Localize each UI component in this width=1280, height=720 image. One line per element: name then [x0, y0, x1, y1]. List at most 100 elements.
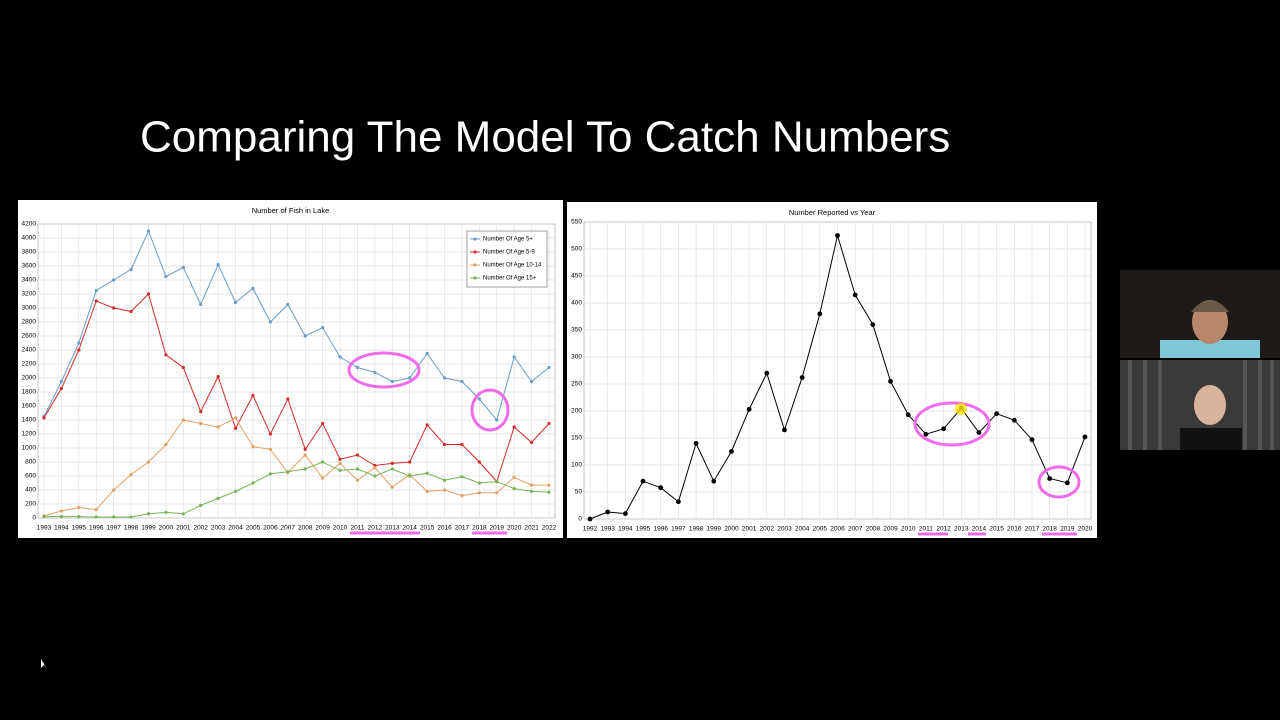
x-tick-label: 2006 [830, 526, 845, 533]
data-point [941, 426, 946, 432]
curtain [1128, 360, 1274, 450]
series-line [43, 417, 549, 517]
data-point [477, 481, 481, 485]
data-point [852, 292, 858, 298]
data-point [529, 379, 534, 384]
data-point [181, 512, 185, 516]
data-point [338, 355, 342, 359]
data-point [425, 351, 429, 356]
x-tick-label: 1998 [689, 526, 704, 533]
y-tick-label: 1800 [22, 389, 37, 396]
data-point [817, 311, 823, 317]
data-point [512, 355, 516, 359]
data-point [547, 483, 551, 487]
x-tick-label: 2004 [228, 525, 243, 532]
x-tick-label: 1993 [600, 526, 615, 533]
x-tick-label: 2006 [263, 525, 278, 532]
y-tick-label: 2200 [22, 361, 37, 368]
data-point [321, 326, 325, 330]
data-point [547, 365, 551, 370]
data-point [373, 370, 377, 374]
legend-label: Number Of Age 5-9 [483, 250, 535, 256]
data-point [547, 421, 551, 426]
data-point [495, 491, 499, 495]
x-tick-label: 1997 [671, 526, 686, 533]
data-point [764, 370, 770, 376]
data-point [711, 478, 717, 484]
data-point [442, 442, 447, 447]
data-point [338, 457, 342, 461]
data-point [59, 509, 64, 513]
data-point [390, 461, 394, 465]
y-tick-label: 1200 [22, 431, 37, 438]
data-point [495, 418, 499, 422]
x-tick-label: 2009 [315, 525, 330, 532]
data-point [181, 418, 185, 422]
data-point [164, 510, 168, 514]
data-point [164, 353, 168, 357]
data-point [129, 515, 133, 519]
y-tick-label: 3800 [22, 249, 37, 256]
data-point [529, 483, 534, 487]
data-point [251, 481, 255, 485]
data-point [529, 440, 534, 444]
y-tick-label: 4000 [22, 235, 37, 242]
data-point [199, 421, 203, 426]
x-tick-label: 2010 [901, 526, 916, 533]
data-point [199, 410, 203, 414]
x-tick-label: 2018 [472, 525, 487, 532]
cursor [41, 659, 47, 669]
data-point [1011, 417, 1017, 423]
data-point [216, 496, 220, 500]
y-tick-label: 2800 [22, 319, 37, 326]
data-point [129, 309, 133, 314]
data-point [42, 416, 46, 420]
x-tick-label: 1999 [707, 526, 722, 533]
data-point [199, 302, 203, 307]
data-point [303, 447, 307, 451]
data-point [994, 411, 1000, 417]
x-tick-label: 2004 [795, 526, 810, 533]
legend-label: Number Of Age 10-14 [483, 263, 542, 269]
data-point [233, 489, 238, 493]
data-point [460, 475, 464, 479]
data-point [477, 491, 481, 495]
data-point [495, 480, 499, 484]
chart-background [567, 202, 1097, 538]
y-tick-label: 800 [25, 459, 36, 466]
data-point [477, 397, 481, 401]
legend-marker [473, 237, 477, 241]
y-tick-label: 2600 [22, 333, 37, 340]
data-point [77, 341, 81, 345]
data-point [129, 267, 133, 272]
data-point [94, 515, 98, 519]
y-tick-label: 4200 [22, 221, 37, 228]
data-point [390, 467, 394, 471]
x-tick-label: 2008 [298, 525, 313, 532]
y-tick-label: 350 [571, 327, 582, 334]
data-point [658, 485, 664, 491]
data-point [181, 365, 185, 370]
y-tick-label: 500 [571, 246, 582, 253]
data-point [286, 302, 290, 307]
data-point [870, 322, 876, 327]
y-tick-label: 2000 [22, 375, 37, 382]
data-point [268, 432, 272, 436]
data-point [268, 447, 272, 451]
data-point [321, 460, 325, 464]
data-point [303, 453, 307, 457]
data-point [693, 441, 699, 446]
x-tick-label: 2000 [159, 525, 174, 532]
y-tick-label: 400 [25, 487, 36, 494]
data-point [390, 485, 394, 489]
data-point [923, 431, 929, 437]
data-point [59, 515, 64, 519]
data-point [164, 274, 168, 279]
legend-box [466, 230, 548, 288]
data-point [321, 421, 325, 426]
data-point [547, 490, 551, 494]
data-point [905, 412, 911, 418]
y-tick-label: 400 [571, 300, 582, 307]
data-point [77, 505, 81, 510]
